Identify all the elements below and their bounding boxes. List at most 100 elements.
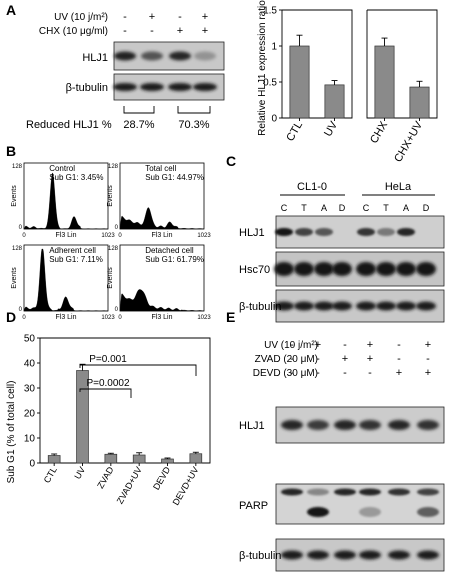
sign-1-3: + — [202, 25, 208, 37]
histogram-x1: 1023 — [197, 315, 211, 321]
e-parp-upper-band — [307, 488, 329, 496]
e-parp-upper-band — [388, 488, 410, 496]
hlj1-band — [194, 51, 216, 61]
y-tick-label: 0 — [29, 459, 35, 470]
y-tick-label: 10 — [24, 434, 36, 445]
bracket-chx — [177, 106, 211, 114]
c-blot-label-hsc70: Hsc70 — [239, 264, 270, 276]
panel-c-blot: CL1-0 HeLa C T A D C T A D HLJ1 Hsc70 β-tubulin — [239, 181, 445, 323]
y-tick-label: 20 — [24, 409, 36, 420]
y-tick-label: 0 — [271, 114, 277, 125]
e-sign-1-5: - — [426, 353, 430, 365]
panel-letter-e: E — [226, 309, 235, 325]
panel-d-ylabel: Sub G1 (% of total cell) — [6, 381, 17, 484]
tubulin-band — [113, 83, 137, 91]
e-sign-1-2: + — [342, 353, 348, 365]
c-tubulin-band — [376, 301, 396, 311]
lane-label-1: T — [301, 203, 307, 213]
bar — [161, 458, 174, 464]
c-hsc70-band — [274, 262, 294, 276]
histogram-y0: 0 — [115, 225, 119, 231]
c-hlj1-band — [315, 228, 333, 236]
bar — [409, 86, 430, 119]
histogram-frame — [119, 162, 205, 230]
e-sign-2-4: + — [396, 367, 402, 379]
histogram-x1: 1023 — [101, 315, 115, 321]
histogram-frame — [119, 244, 205, 312]
histogram-subtitle: Sub G1: 7.11% — [49, 255, 103, 264]
histogram-ymax: 128 — [12, 246, 23, 252]
e-sign-2-3: - — [368, 367, 372, 379]
e-hlj1-band — [359, 420, 381, 430]
e-sign-1-3: + — [367, 353, 373, 365]
e-sign-1-1: - — [316, 353, 320, 365]
lane-label-0: C — [281, 203, 288, 213]
c-hsc70-band — [314, 262, 334, 276]
sign-1-1: - — [150, 25, 154, 37]
c-hlj1-band — [275, 228, 293, 236]
bar — [132, 454, 146, 464]
bar — [104, 453, 118, 464]
histogram-xlabel: Fl3 Lin — [55, 314, 76, 321]
lane-label-7: D — [423, 203, 430, 213]
c-tubulin-band — [332, 301, 352, 311]
category-label: ZVAD — [95, 465, 116, 491]
e-tubulin-band — [334, 550, 356, 560]
y-tick-label: 1 — [271, 42, 277, 53]
c-blot-label-hlj1: HLJ1 — [239, 227, 265, 239]
category-label: CHX+UV — [392, 119, 425, 164]
histogram-frame — [23, 244, 109, 312]
bracket-zvad — [79, 388, 132, 398]
category-label: CHX — [368, 119, 390, 146]
histogram-ylabel: Events — [107, 267, 114, 289]
e-tubulin-band — [417, 550, 439, 560]
histogram-x0: 0 — [118, 315, 122, 321]
c-hlj1-band — [397, 228, 415, 236]
e-sign-1-0: - — [290, 353, 294, 365]
y-tick-label: 50 — [24, 334, 36, 345]
histogram-area — [119, 289, 205, 312]
panel-a-signs: - + - + - - + + — [123, 11, 208, 37]
hlj1-band — [114, 51, 136, 61]
histogram-ymax: 128 — [108, 246, 119, 252]
histogram-subtitle: Sub G1: 44.97% — [145, 173, 204, 182]
reduced-value-uv: 28.7% — [123, 119, 154, 131]
tubulin-band — [168, 83, 192, 91]
panel-a-chart-right: CHX CHX+UV — [366, 9, 438, 164]
panel-e-bands — [281, 420, 439, 560]
bar — [47, 455, 61, 464]
e-parp-strip — [275, 483, 445, 525]
histogram-title: Control — [49, 164, 75, 173]
category-label: UV — [72, 465, 87, 481]
e-sign-2-0: - — [290, 367, 294, 379]
hlj1-band — [169, 51, 191, 61]
e-parp-upper-band — [281, 488, 303, 496]
panel-letter-b: B — [6, 143, 16, 159]
lane-label-3: D — [339, 203, 346, 213]
category-label: UV — [322, 119, 340, 139]
e-parp-lower-band — [417, 507, 439, 517]
bar — [289, 45, 310, 119]
bracket-devd — [79, 364, 197, 376]
y-tick-label: 0.5 — [263, 78, 277, 89]
panel-letter-d: D — [6, 309, 16, 325]
bar — [324, 84, 345, 119]
sign-0-1: + — [149, 11, 155, 23]
e-sign-0-2: - — [343, 339, 347, 351]
histogram-x0: 0 — [118, 233, 122, 239]
histogram-ylabel: Events — [11, 185, 18, 207]
group-label-hela: HeLa — [385, 181, 412, 193]
group-label-cl1: CL1-0 — [297, 181, 327, 193]
blot-label-tubulin: β-tubulin — [66, 82, 108, 94]
sign-0-0: - — [123, 11, 127, 23]
c-hsc70-band — [356, 262, 376, 276]
panel-a-bar-charts: Relative HLJ1 expression ratio 0 0.5 1 1.5 C… — [257, 0, 438, 164]
c-tubulin-band — [416, 301, 436, 311]
e-sign-2-5: + — [425, 367, 431, 379]
panel-e-signs: - + - + - + - - + + - - - - - - + + — [290, 339, 431, 379]
histogram-title: Adherent cell — [49, 246, 96, 255]
histogram-xlabel: Fl3 Lin — [55, 232, 76, 239]
